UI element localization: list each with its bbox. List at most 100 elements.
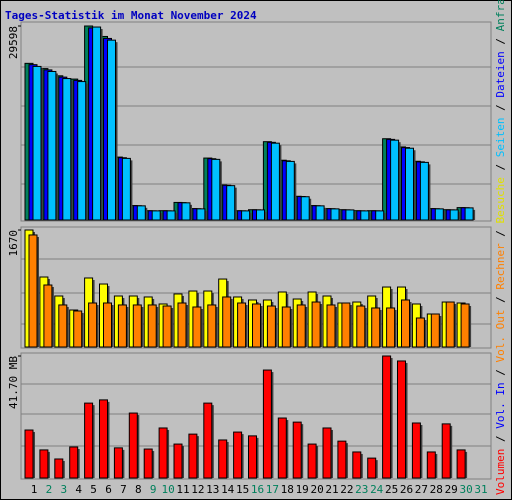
bar [307,443,317,479]
bar [99,399,108,479]
bar [397,360,406,479]
y-tick-label: 1670 [7,230,20,257]
bar [103,302,112,348]
y-tick-label: 29598 [7,26,20,59]
x-tick-label: 13 [206,483,219,496]
legend: Volumen / Vol. In / Vol. Out / Rechner /… [494,0,507,495]
x-tick-label: 18 [281,483,294,496]
bar [460,303,470,348]
bar [256,209,265,221]
legend-entry: Vol. Out [494,310,507,363]
x-tick-label: 5 [90,483,97,496]
x-tick-label: 9 [150,483,157,496]
bar [136,205,146,221]
x-tick-label: 31 [474,483,487,496]
bar [113,447,123,479]
bar [24,429,34,479]
bar [430,313,440,348]
bar [405,147,414,221]
bar [456,449,466,479]
bar [73,310,83,348]
x-tick-label: 22 [340,483,353,496]
bar [218,439,228,479]
bar [464,207,474,221]
bar [337,440,347,479]
bar [54,458,64,479]
bar [262,369,272,479]
bar [32,65,42,221]
bar [390,139,400,221]
bar [419,161,429,221]
x-tick-label: 25 [385,483,398,496]
bar [300,196,310,221]
bar [241,210,251,221]
legend-entry: Volumen [494,449,507,495]
x-tick-label: 2 [46,483,53,496]
bar [88,302,98,348]
bar [266,305,276,348]
bar [77,81,87,221]
bar [386,307,396,348]
legend-entry: Dateien [494,51,507,97]
legend-separator: / [494,290,507,310]
x-tick-label: 26 [400,483,413,496]
legend-separator: / [494,157,507,177]
x-tick-label: 14 [221,483,235,496]
bar [352,451,362,479]
x-tick-label: 6 [105,483,112,496]
bar [181,202,191,221]
bar [237,302,247,348]
x-tick-label: 28 [430,483,443,496]
bar [322,427,332,479]
bar [117,304,127,348]
x-tick-label: 19 [296,483,309,496]
bar [367,457,377,479]
bar [128,412,138,479]
bar [296,304,306,348]
bar [375,210,385,221]
bar [434,208,444,221]
legend-separator: / [494,429,507,449]
bar [207,304,217,348]
bar [341,302,351,348]
bar [356,305,366,348]
bar [345,209,355,221]
bar [360,210,370,221]
x-tick-label: 15 [236,483,249,496]
legend-separator: / [494,363,507,383]
bar [411,422,421,479]
bar [143,448,153,479]
bar [281,306,291,348]
bar [84,402,94,479]
bar [92,26,102,221]
bar [330,208,340,221]
x-tick-label: 12 [191,483,204,496]
x-tick-label: 3 [60,483,67,496]
bar [43,284,53,348]
bar [449,209,459,221]
x-tick-label: 29 [445,483,458,496]
bar [415,317,425,348]
bar [326,304,336,348]
x-tick-label: 11 [176,483,189,496]
chart-title: Tages-Statistik im Monat November 2024 [5,9,257,22]
x-tick-label: 24 [370,483,384,496]
bar [166,210,176,221]
x-tick-label: 30 [459,483,472,496]
bar [188,433,198,479]
bar [62,78,72,221]
bar [173,443,183,479]
bar [196,208,206,221]
x-tick-label: 20 [310,483,323,496]
x-tick-label: 7 [120,483,127,496]
panel-frame [20,21,492,222]
bar [47,70,57,221]
bar [203,402,213,479]
bar [233,431,243,479]
bar [222,296,232,348]
bar [151,210,161,221]
bar [248,435,257,479]
legend-entry: Anfragen [494,0,507,31]
